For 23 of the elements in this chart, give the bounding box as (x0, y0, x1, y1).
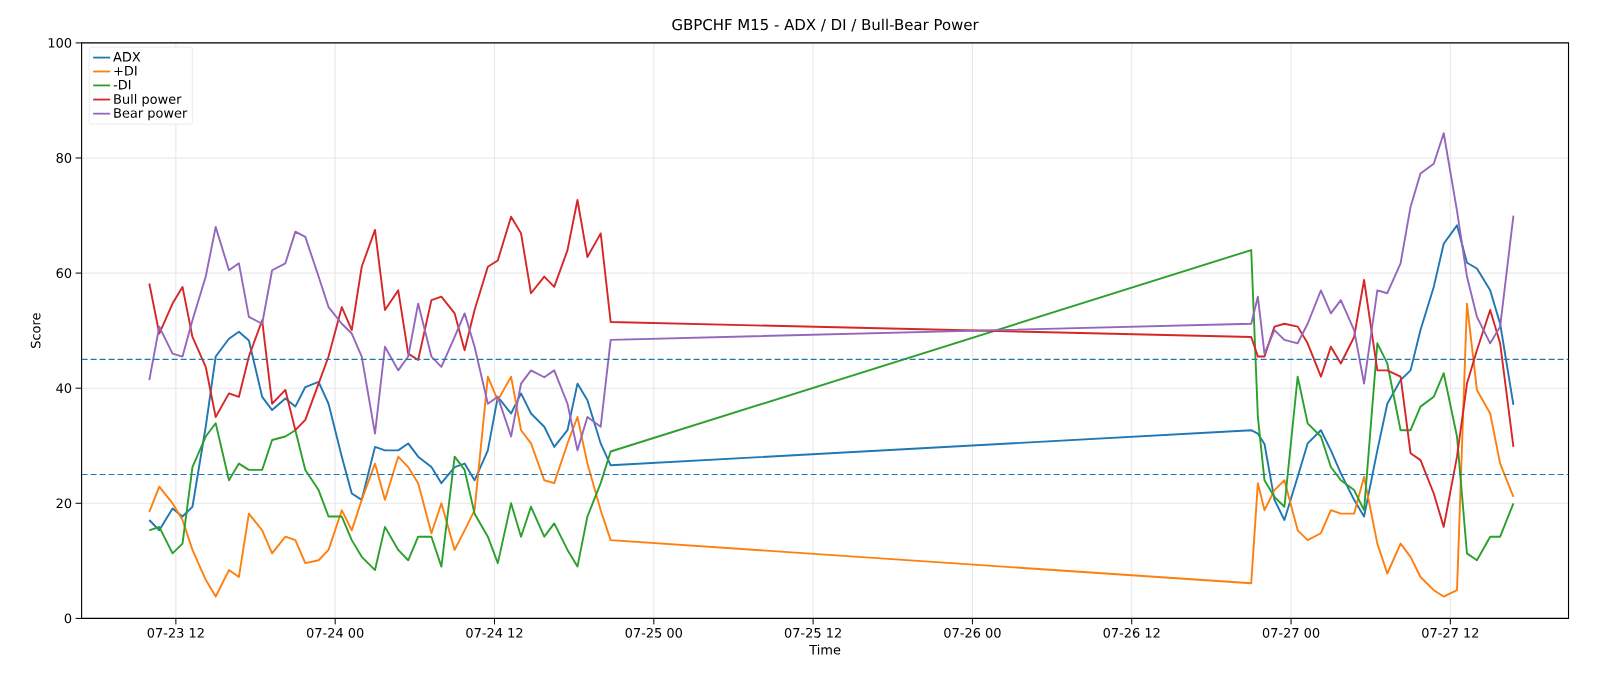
chart-title: GBPCHF M15 - ADX / DI / Bull-Bear Power (672, 18, 979, 32)
x-tick-label: 07-24 12 (466, 627, 523, 638)
x-tick-label: 07-25 12 (784, 627, 841, 638)
legend-label: -DI (113, 79, 131, 90)
y-tick-label: 100 (48, 38, 72, 48)
x-tick-label: 07-25 00 (625, 627, 683, 638)
legend-label: +DI (114, 66, 137, 76)
x-tick-label: 07-24 00 (306, 627, 364, 638)
y-tick-label: 20 (56, 498, 72, 509)
legend-label: ADX (113, 52, 141, 62)
y-tick-label: 0 (64, 613, 72, 624)
y-axis-title: Score (30, 313, 41, 348)
x-tick-label: 07-23 12 (147, 627, 204, 638)
legend-label: Bull power (114, 93, 182, 107)
x-tick-label: 07-27 00 (1262, 627, 1320, 638)
y-tick-label: 60 (56, 268, 72, 278)
y-tick-label: 40 (56, 383, 72, 394)
y-tick-label: 80 (56, 153, 72, 163)
x-axis-title: Time (809, 644, 841, 655)
x-tick-label: 07-27 12 (1422, 627, 1479, 638)
x-tick-label: 07-26 00 (944, 627, 1001, 638)
x-tick-label: 07-26 12 (1103, 627, 1160, 638)
legend-label: Bear power (114, 108, 188, 121)
